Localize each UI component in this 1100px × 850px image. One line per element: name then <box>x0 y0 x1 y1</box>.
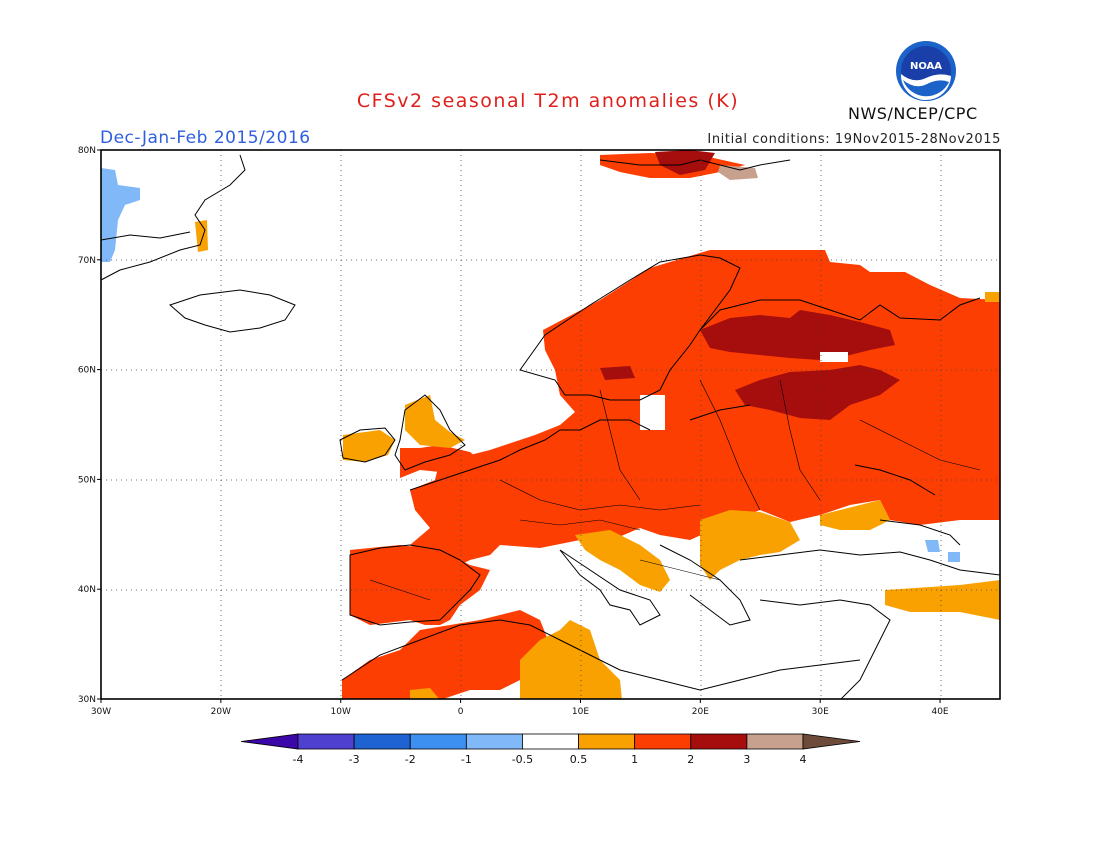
anomaly-2-3-region <box>600 150 900 420</box>
lon-tick-label: 30W <box>91 707 111 717</box>
chart-title: CFSv2 seasonal T2m anomalies (K) <box>356 90 740 112</box>
colorbar-label: -2 <box>405 753 416 766</box>
colorbar-swatch <box>465 733 523 750</box>
lon-tick-label: 10E <box>572 707 589 717</box>
lat-tick-label: 30N <box>78 695 96 705</box>
colorbar-label: 2 <box>687 753 694 766</box>
lon-tick-label: 40E <box>931 707 948 717</box>
lon-tick-label: 0 <box>458 707 464 717</box>
colorbar-label: -4 <box>293 753 304 766</box>
colorbar-swatch <box>522 733 579 750</box>
colorbar-swatch <box>746 733 804 750</box>
lon-tick-label: 20E <box>692 707 709 717</box>
map-frame <box>100 149 1001 700</box>
lat-tick-labels: 80N 70N 60N 50N 40N 30N <box>78 146 101 705</box>
colorbar-label: 0.5 <box>570 753 588 766</box>
season-label: Dec-Jan-Feb 2015/2016 <box>100 128 311 148</box>
colorbar-swatch <box>297 733 355 750</box>
lon-tick-label: 20W <box>211 707 231 717</box>
lat-tick-label: 40N <box>78 585 96 595</box>
noaa-logo: NOAA <box>896 41 956 101</box>
colorbar-label: -0.5 <box>512 753 533 766</box>
agency-label: NWS/NCEP/CPC <box>848 104 978 123</box>
colorbar-swatch <box>578 733 636 750</box>
colorbar-label: -1 <box>461 753 472 766</box>
lat-tick-label: 50N <box>78 475 96 485</box>
lon-tick-labels: 30W 20W 10W 0 10E 20E 30E 40E <box>91 699 949 717</box>
colorbar-swatch <box>353 733 411 750</box>
lat-tick-label: 60N <box>78 366 96 376</box>
colorbar-label: 1 <box>631 753 638 766</box>
initial-conditions-label: Initial conditions: 19Nov2015-28Nov2015 <box>707 132 1001 147</box>
colorbar-lower-arrow <box>240 733 299 750</box>
lat-tick-label: 70N <box>78 256 96 266</box>
neutral-holes <box>640 352 848 430</box>
colorbar-upper-arrow <box>802 733 861 750</box>
anomaly-3-4-region <box>718 165 758 180</box>
colorbar-label: 3 <box>743 753 750 766</box>
colorbar-label: 4 <box>800 753 807 766</box>
noaa-logo-text: NOAA <box>910 61 942 72</box>
colorbar-swatch <box>690 733 748 750</box>
colorbar-swatch <box>409 733 467 750</box>
anomaly-fields <box>101 150 1000 699</box>
colorbar: -4 -3 -2 -1 -0.5 0.5 1 2 3 4 <box>240 733 861 766</box>
lat-tick-label: 80N <box>78 146 96 156</box>
coastlines <box>101 154 1000 699</box>
lon-tick-label: 10W <box>331 707 351 717</box>
colorbar-swatch <box>634 733 692 750</box>
colorbar-label: -3 <box>349 753 360 766</box>
borders <box>369 379 981 601</box>
lon-tick-label: 30E <box>812 707 829 717</box>
